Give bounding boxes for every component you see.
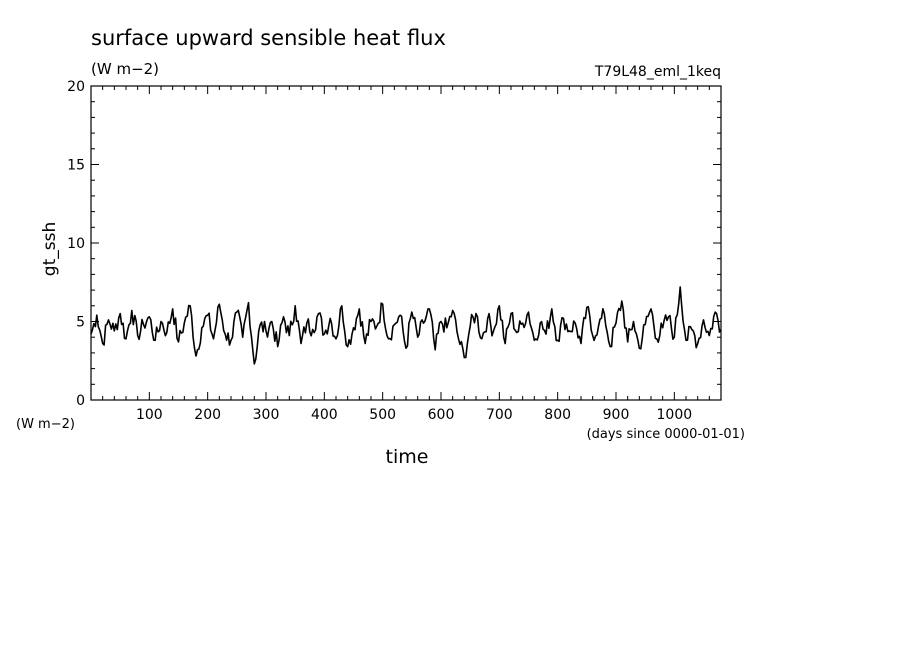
title-units: (W m−2) <box>91 60 159 78</box>
x-tick-label: 600 <box>428 407 455 423</box>
chart-title: surface upward sensible heat flux <box>91 26 446 50</box>
y-tick-label: 5 <box>76 315 85 331</box>
x-tick-label: 500 <box>369 407 396 423</box>
x-tick-label: 800 <box>544 407 571 423</box>
y-tick-label: 20 <box>67 79 85 95</box>
y-axis-units: (W m−2) <box>16 417 75 432</box>
y-tick-labels: 0 5 10 15 20 <box>67 79 85 409</box>
y-axis-label: gt_ssh <box>40 222 60 276</box>
x-tick-label: 900 <box>603 407 630 423</box>
y-tick-label: 10 <box>67 236 85 252</box>
x-tick-label: 200 <box>194 407 221 423</box>
run-name: T79L48_eml_1keq <box>594 64 721 80</box>
x-tick-label: 700 <box>486 407 513 423</box>
x-tick-label: 300 <box>253 407 280 423</box>
x-tick-label: 1000 <box>657 407 693 423</box>
plot-frame <box>90 85 722 401</box>
x-tick-labels: 100 200 300 400 500 600 700 800 900 1000 <box>136 407 692 423</box>
x-axis-units: (days since 0000-01-01) <box>587 427 745 442</box>
y-tick-label: 15 <box>67 158 85 174</box>
x-axis-label: time <box>386 446 429 468</box>
axis-ticks <box>90 85 722 401</box>
y-tick-label: 0 <box>76 393 85 409</box>
series-line <box>90 286 722 365</box>
x-tick-label: 100 <box>136 407 163 423</box>
x-tick-label: 400 <box>311 407 338 423</box>
